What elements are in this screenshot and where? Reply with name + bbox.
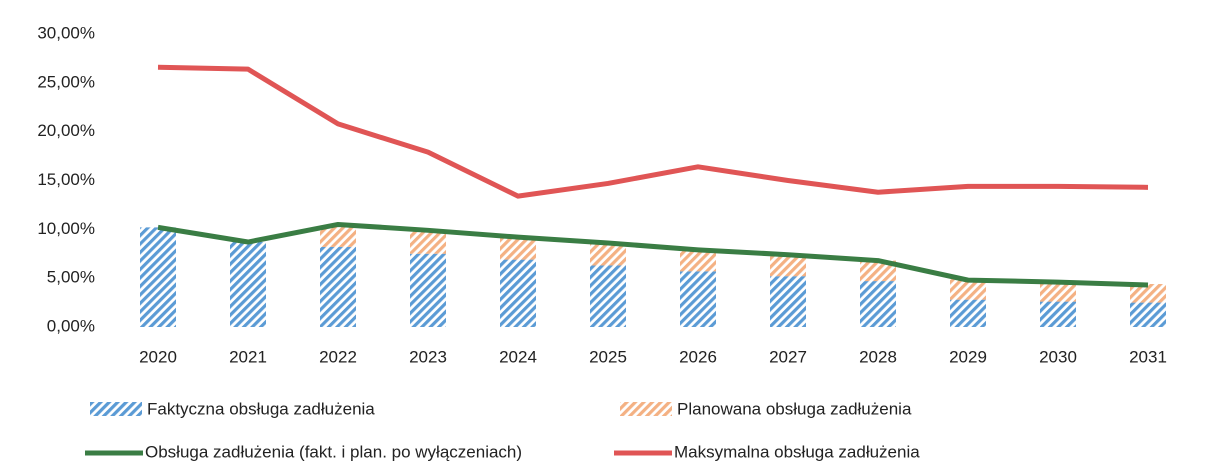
legend-label: Obsługa zadłużenia (fakt. i plan. po wył… [145,442,522,461]
y-tick-label: 30,00% [37,23,95,42]
bar [500,237,536,260]
bar [320,225,356,247]
bar [950,279,986,300]
bar [950,299,986,327]
legend-label: Planowana obsługa zadłużenia [677,399,912,418]
bar [1040,281,1076,302]
bar [1040,301,1076,327]
bar [320,246,356,327]
y-tick-label: 15,00% [37,170,95,189]
x-tick-label: 2023 [409,347,447,366]
bar [1130,302,1166,327]
bar [770,276,806,327]
line [157,221,1149,288]
bar [860,260,896,282]
legend-label: Maksymalna obsługa zadłużenia [674,442,920,461]
x-tick-label: 2030 [1039,347,1077,366]
bar [590,265,626,327]
x-tick-label: 2021 [229,347,267,366]
x-tick-label: 2022 [319,347,357,366]
x-tick-label: 2025 [589,347,627,366]
y-tick-label: 20,00% [37,121,95,140]
y-tick-label: 0,00% [47,316,95,335]
bar [590,243,626,266]
legend-label: Faktyczna obsługa zadłużenia [147,399,375,418]
x-tick-label: 2027 [769,347,807,366]
x-tick-label: 2020 [139,347,177,366]
bar [140,227,176,327]
x-tick-label: 2028 [859,347,897,366]
line [157,64,1149,199]
x-tick-label: 2024 [499,347,537,366]
legend-swatch [90,402,142,416]
bar [1130,284,1166,303]
legend-swatch [620,402,672,416]
y-tick-label: 25,00% [37,72,95,91]
bar [500,259,536,327]
bar [680,271,716,327]
x-tick-label: 2026 [679,347,717,366]
bar [770,254,806,277]
y-tick-label: 5,00% [47,268,95,287]
y-tick-label: 10,00% [37,219,95,238]
bar [410,230,446,254]
x-tick-label: 2029 [949,347,987,366]
bar [860,281,896,327]
bar [680,249,716,272]
x-tick-label: 2031 [1129,347,1167,366]
bar [230,242,266,327]
bar [410,253,446,327]
